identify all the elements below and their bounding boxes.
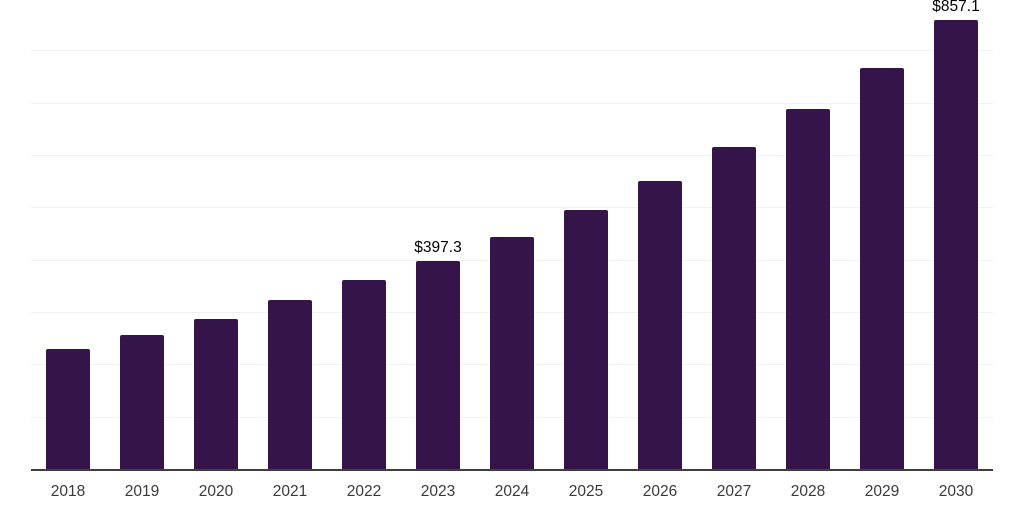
bar-value-label: $397.3 xyxy=(414,238,462,256)
gridline xyxy=(31,102,993,104)
x-axis: 2018 2019 2020 2021 2022 2023 2024 2025 2026 2027… xyxy=(31,473,993,509)
x-axis-tick-label: 2029 xyxy=(864,483,900,500)
gridline xyxy=(31,155,993,156)
bar xyxy=(194,319,238,469)
bar-band: $857.1 xyxy=(919,0,993,469)
bar xyxy=(120,335,164,469)
bar xyxy=(564,210,608,469)
x-axis-tick-label: 2026 xyxy=(642,483,678,500)
bar xyxy=(490,236,534,469)
bar-band xyxy=(623,0,697,469)
x-axis-tick-label: 2027 xyxy=(716,483,752,500)
bar-band xyxy=(475,0,549,469)
bar xyxy=(934,20,978,469)
gridline xyxy=(31,50,993,52)
bar-band xyxy=(771,0,845,469)
bar xyxy=(342,280,386,469)
gridline xyxy=(31,207,993,209)
x-axis-tick-label: 2024 xyxy=(494,483,530,500)
x-axis-tick-label: 2030 xyxy=(938,483,974,500)
x-axis-tick-label: 2023 xyxy=(420,483,456,500)
x-axis-tick-label: 2018 xyxy=(50,483,86,500)
bar-value-label: $857.1 xyxy=(932,0,980,15)
x-axis-tick-label: 2025 xyxy=(568,483,604,500)
bar-band xyxy=(327,0,401,469)
bar-band xyxy=(549,0,623,469)
plot-area: $397.3 $857.1 xyxy=(31,0,993,471)
bar-band xyxy=(253,0,327,469)
x-axis-tick-label: 2021 xyxy=(272,483,308,500)
x-axis-tick-label: 2020 xyxy=(198,483,234,500)
bar-band xyxy=(105,0,179,469)
x-axis-tick-label: 2019 xyxy=(124,483,160,500)
bar-band xyxy=(179,0,253,469)
bar xyxy=(786,109,830,469)
bar xyxy=(638,180,682,469)
bar-band xyxy=(31,0,105,469)
bar xyxy=(46,349,90,469)
bar xyxy=(416,261,460,469)
bar-band xyxy=(697,0,771,469)
x-axis-tick-label: 2028 xyxy=(790,483,826,500)
bar-band: $397.3 xyxy=(401,0,475,469)
bar-band xyxy=(845,0,919,469)
bar xyxy=(268,300,312,469)
bar xyxy=(860,68,904,469)
x-axis-tick-label: 2022 xyxy=(346,483,382,500)
bar xyxy=(712,147,756,469)
